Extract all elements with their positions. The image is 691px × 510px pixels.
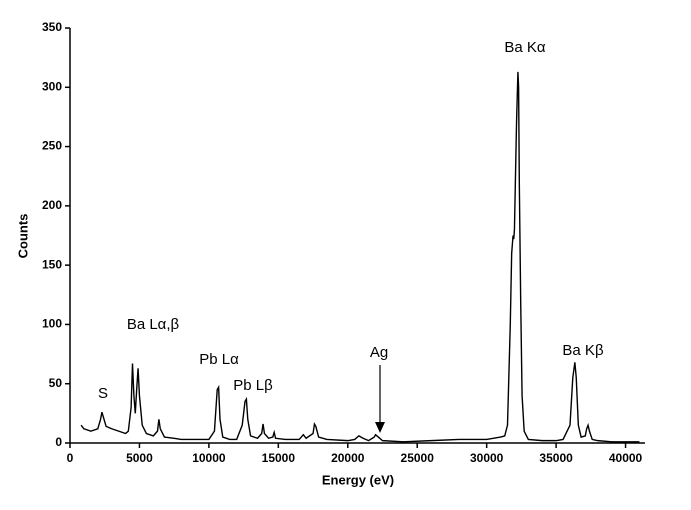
peak-annotation: Ag <box>370 344 388 361</box>
x-tick-label: 20000 <box>331 451 365 465</box>
peak-annotation: Pb Lβ <box>233 377 273 394</box>
y-tick-label: 50 <box>49 376 63 390</box>
y-tick-label: 200 <box>42 198 62 212</box>
peak-annotation: Ba Lα,β <box>127 316 180 333</box>
x-axis-label: Energy (eV) <box>322 472 394 487</box>
y-tick-label: 300 <box>42 79 62 93</box>
peak-annotation: Pb Lα <box>199 351 239 368</box>
x-tick-label: 5000 <box>126 451 153 465</box>
x-tick-label: 0 <box>67 451 74 465</box>
y-tick-label: 350 <box>42 20 62 34</box>
y-tick-label: 0 <box>55 435 62 449</box>
peak-annotation: S <box>98 385 108 402</box>
x-tick-label: 25000 <box>401 451 435 465</box>
peak-annotation: Ba Kα <box>504 39 546 56</box>
x-tick-label: 40000 <box>609 451 643 465</box>
peak-annotation: Ba Kβ <box>562 342 604 359</box>
x-tick-label: 10000 <box>192 451 226 465</box>
ag-arrow-head <box>375 422 385 433</box>
spectrum-line <box>80 71 640 443</box>
y-tick-label: 100 <box>42 317 62 331</box>
y-tick-label: 150 <box>42 257 62 271</box>
x-tick-label: 30000 <box>470 451 504 465</box>
x-tick-label: 15000 <box>262 451 296 465</box>
x-tick-label: 35000 <box>539 451 573 465</box>
y-tick-label: 250 <box>42 139 62 153</box>
y-axis-label: Counts <box>15 214 30 259</box>
